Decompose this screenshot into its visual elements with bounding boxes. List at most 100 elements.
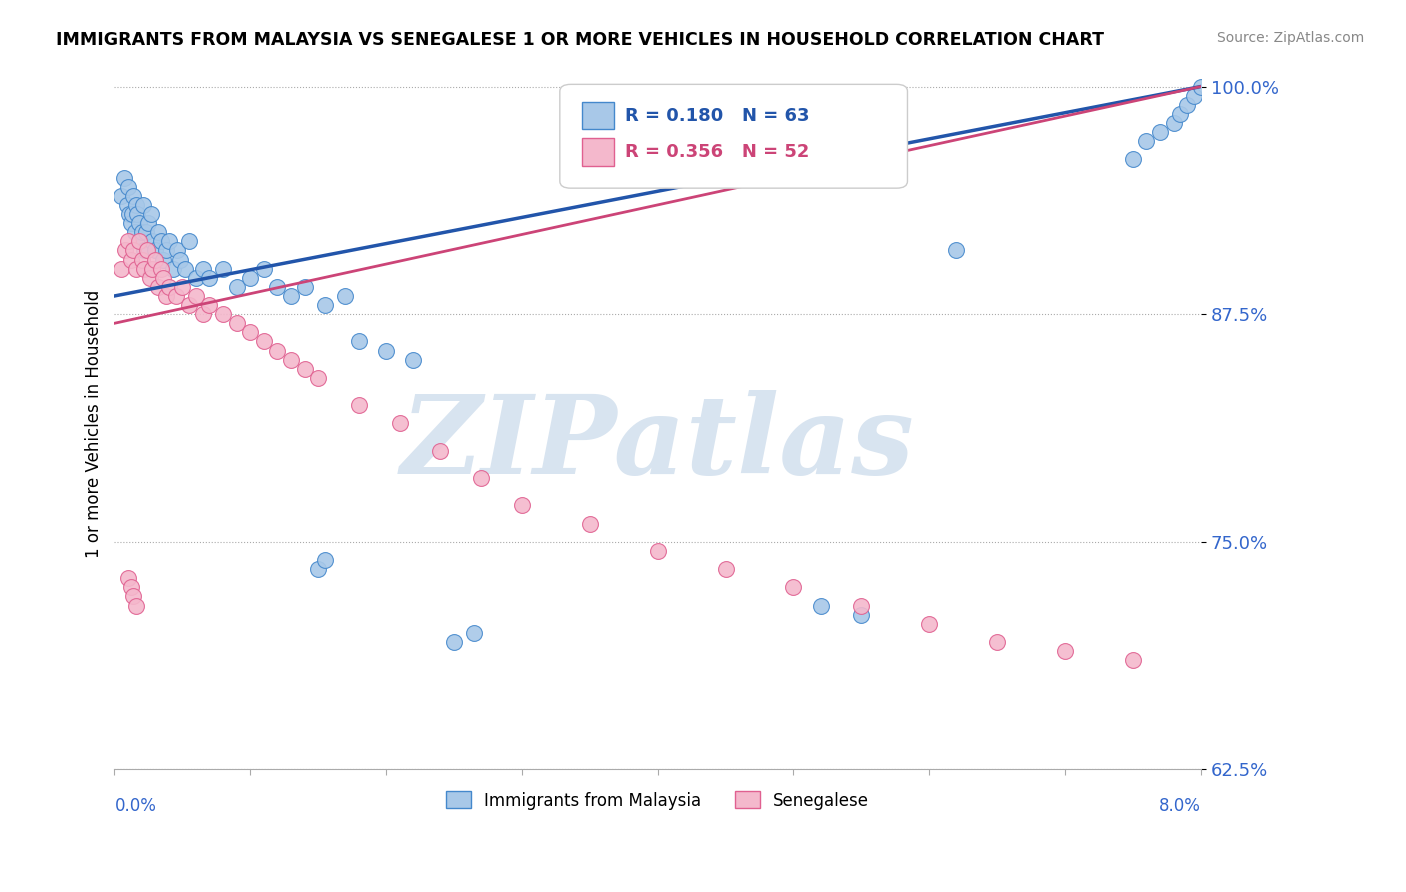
Point [162,261,184,276]
Point [115,198,138,212]
Point [149,261,172,276]
Point [1135,134,1157,148]
Point [110,261,132,276]
Point [128,216,150,230]
Point [782,580,804,594]
Point [117,571,139,585]
Point [184,289,207,303]
Point [225,280,247,294]
Point [155,289,177,303]
Point [347,398,370,412]
Point [335,289,357,303]
Point [191,261,214,276]
Point [143,244,166,258]
Point [239,270,262,285]
Point [131,225,153,239]
Point [212,307,235,321]
Text: R = 0.180   N = 63: R = 0.180 N = 63 [626,106,810,125]
Point [152,252,174,267]
Point [122,189,145,203]
Point [1170,107,1192,121]
Text: 0.0%: 0.0% [114,797,156,814]
Point [851,599,873,613]
Point [578,516,600,531]
Point [117,235,139,249]
Point [125,599,148,613]
Point [155,244,177,258]
Point [314,298,336,312]
Point [810,599,832,613]
Point [253,261,276,276]
Point [198,298,221,312]
Point [851,607,873,622]
Point [124,225,146,239]
Point [714,562,737,576]
Point [1189,79,1212,94]
Point [463,625,485,640]
Text: R = 0.356   N = 52: R = 0.356 N = 52 [626,144,810,161]
Point [166,244,188,258]
Point [120,216,142,230]
Point [191,307,214,321]
Point [1122,153,1144,167]
Point [294,361,316,376]
FancyBboxPatch shape [582,102,614,129]
Point [429,443,451,458]
Point [174,261,197,276]
Point [184,270,207,285]
Point [1182,88,1205,103]
Legend: Immigrants from Malaysia, Senegalese: Immigrants from Malaysia, Senegalese [446,791,869,810]
Point [131,252,153,267]
Point [136,244,159,258]
Point [945,244,967,258]
Point [146,225,169,239]
Point [157,235,180,249]
Point [1053,644,1076,658]
Point [239,326,262,340]
Point [132,198,155,212]
Point [157,280,180,294]
Point [1163,116,1185,130]
Point [307,562,329,576]
Point [918,616,941,631]
Point [986,635,1008,649]
Point [280,352,302,367]
Point [118,207,141,221]
Point [122,590,145,604]
Point [375,343,398,358]
Point [347,334,370,349]
Point [129,235,152,249]
Point [307,371,329,385]
Point [135,225,157,239]
Point [112,170,135,185]
Point [143,252,166,267]
Point [114,244,136,258]
Point [177,298,200,312]
Point [149,235,172,249]
Point [388,417,411,431]
Point [253,334,276,349]
Point [225,316,247,330]
Point [121,207,143,221]
Point [169,252,191,267]
Point [120,252,142,267]
Point [117,179,139,194]
Point [138,270,160,285]
Point [138,216,160,230]
Point [141,235,163,249]
Point [127,207,149,221]
Point [141,261,163,276]
Point [146,280,169,294]
Point [134,244,156,258]
Point [110,189,132,203]
Point [266,343,288,358]
Text: Source: ZipAtlas.com: Source: ZipAtlas.com [1216,31,1364,45]
Point [198,270,221,285]
Point [165,289,187,303]
Point [510,499,533,513]
Point [125,261,148,276]
Point [647,544,669,558]
Point [125,198,148,212]
Point [402,352,425,367]
Point [443,635,465,649]
